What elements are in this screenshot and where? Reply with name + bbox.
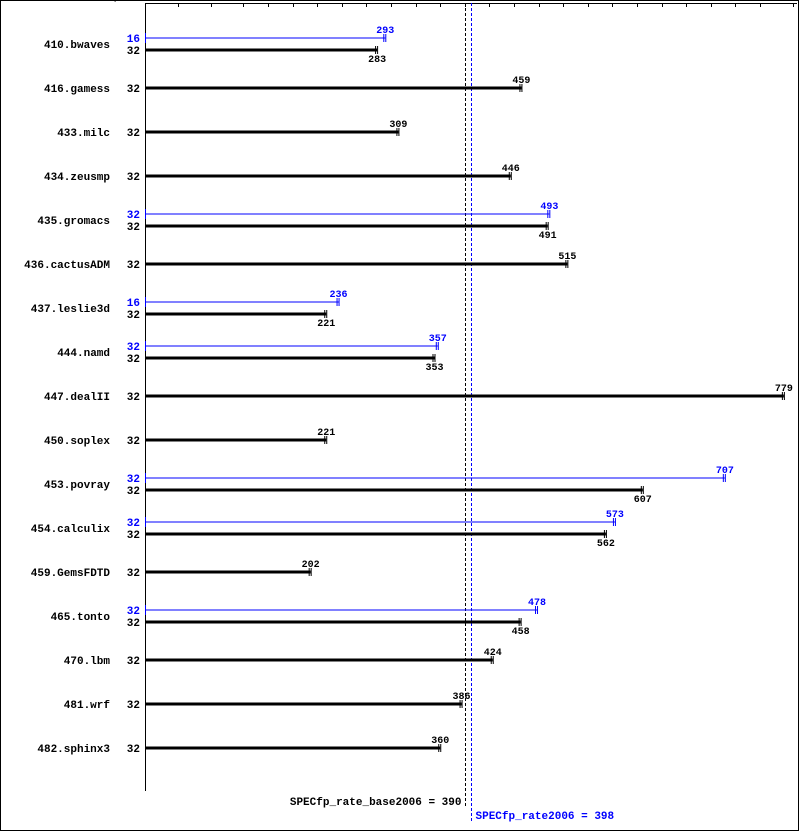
benchmark-label: 435.gromacs — [37, 216, 110, 228]
bar-value-label: 607 — [634, 495, 652, 506]
copies-peak: 32 — [127, 342, 140, 354]
bar-value-label: 424 — [484, 648, 502, 659]
benchmark-label: 433.milc — [57, 128, 110, 140]
axis-tick-label: 570 — [603, 0, 621, 3]
axis-tick-label: 750 — [751, 0, 769, 3]
copies-base: 32 — [127, 700, 140, 712]
benchmark-label: 459.GemsFDTD — [31, 568, 111, 580]
axis-tick-label: 450 — [505, 0, 523, 3]
bar-value-label: 707 — [716, 466, 734, 477]
copies-base: 32 — [127, 486, 140, 498]
axis-tick-label: 150 — [259, 0, 277, 3]
benchmark-label: 436.cactusADM — [24, 260, 110, 272]
copies-peak: 32 — [127, 606, 140, 618]
axis-tick-label: 80 — [205, 0, 217, 3]
bar-value-label: 360 — [431, 736, 449, 747]
benchmark-label: 434.zeusmp — [44, 172, 110, 184]
axis-tick-label: 630 — [653, 0, 671, 3]
benchmark-label: 437.leslie3d — [31, 304, 110, 316]
axis-tick-label: 270 — [357, 0, 375, 3]
benchmark-label: 447.dealII — [44, 392, 110, 404]
copies-base: 32 — [127, 222, 140, 234]
copies-base: 32 — [127, 656, 140, 668]
axis-tick-label: 510 — [554, 0, 572, 3]
bar-value-label: 779 — [775, 384, 793, 395]
copies-base: 32 — [127, 392, 140, 404]
axis-tick-label: 480 — [530, 0, 548, 3]
axis-tick-label: 720 — [726, 0, 744, 3]
summary-base: SPECfp_rate_base2006 = 390 — [290, 797, 462, 809]
bar-value-label: 357 — [429, 334, 447, 345]
copies-base: 32 — [127, 260, 140, 272]
axis-tick-label: 390 — [456, 0, 474, 3]
bar-value-label: 458 — [512, 627, 530, 638]
copies-peak: 16 — [127, 298, 140, 310]
axis-tick-label: 120 — [234, 0, 252, 3]
bar-value-label: 515 — [558, 252, 576, 263]
bar-value-label: 562 — [597, 539, 615, 550]
bar-value-label: 573 — [606, 510, 624, 521]
axis-tick-label: 660 — [677, 0, 695, 3]
bar-value-label: 493 — [540, 202, 558, 213]
copies-base: 32 — [127, 310, 140, 322]
benchmark-label: 450.soplex — [44, 436, 110, 448]
bar-value-label: 236 — [330, 290, 348, 301]
axis-tick-label: 360 — [431, 0, 449, 3]
bar-value-label: 309 — [389, 120, 407, 131]
copies-peak: 32 — [127, 474, 140, 486]
copies-header: Copies — [100, 0, 140, 3]
bar-value-label: 459 — [512, 76, 530, 87]
bar-value-label: 293 — [376, 26, 394, 37]
axis-tick-label: 600 — [628, 0, 646, 3]
bar-value-label: 221 — [317, 319, 335, 330]
bar-value-label: 478 — [528, 598, 546, 609]
copies-base: 32 — [127, 568, 140, 580]
summary-peak: SPECfp_rate2006 = 398 — [476, 811, 615, 823]
axis-tick-label: 40 — [172, 0, 184, 3]
bar-value-label: 491 — [539, 231, 557, 242]
bar-value-label: 283 — [368, 55, 386, 66]
copies-base: 32 — [127, 46, 140, 58]
benchmark-label: 481.wrf — [64, 700, 111, 712]
axis-tick-label: 330 — [407, 0, 425, 3]
bar-value-label: 386 — [453, 692, 471, 703]
bar-value-label: 202 — [302, 560, 320, 571]
copies-base: 32 — [127, 172, 140, 184]
axis-tick-label: 420 — [480, 0, 498, 3]
copies-base: 32 — [127, 530, 140, 542]
benchmark-label: 444.namd — [57, 348, 110, 360]
spec-rate-chart: 0 40 80 120 150 180 210 240 270 300 330 360 390 420 45… — [0, 0, 799, 831]
benchmark-label: 454.calculix — [31, 524, 111, 536]
copies-base: 32 — [127, 618, 140, 630]
bar-value-label: 446 — [502, 164, 520, 175]
bar-value-label: 221 — [317, 428, 335, 439]
axis-tick-label: 300 — [382, 0, 400, 3]
bar-value-label: 353 — [425, 363, 443, 374]
copies-base: 32 — [127, 744, 140, 756]
axis-tick-label: 240 — [333, 0, 351, 3]
benchmark-label: 410.bwaves — [44, 40, 110, 52]
copies-base: 32 — [127, 436, 140, 448]
copies-peak: 32 — [127, 210, 140, 222]
copies-peak: 16 — [127, 34, 140, 46]
axis-tick-label: 540 — [579, 0, 597, 3]
benchmark-label: 482.sphinx3 — [37, 744, 110, 756]
benchmark-label: 470.lbm — [64, 656, 111, 668]
copies-peak: 32 — [127, 518, 140, 530]
benchmark-label: 416.gamess — [44, 84, 110, 96]
axis-tick-label: 210 — [308, 0, 326, 3]
benchmark-label: 453.povray — [44, 480, 110, 492]
axis-tick-label: 180 — [284, 0, 302, 3]
copies-base: 32 — [127, 84, 140, 96]
copies-base: 32 — [127, 354, 140, 366]
benchmark-label: 465.tonto — [51, 612, 111, 624]
axis-tick-label: 690 — [702, 0, 720, 3]
axis-tick-label: 790 — [784, 0, 799, 3]
axis-tick-label: 0 — [142, 0, 148, 3]
copies-base: 32 — [127, 128, 140, 140]
